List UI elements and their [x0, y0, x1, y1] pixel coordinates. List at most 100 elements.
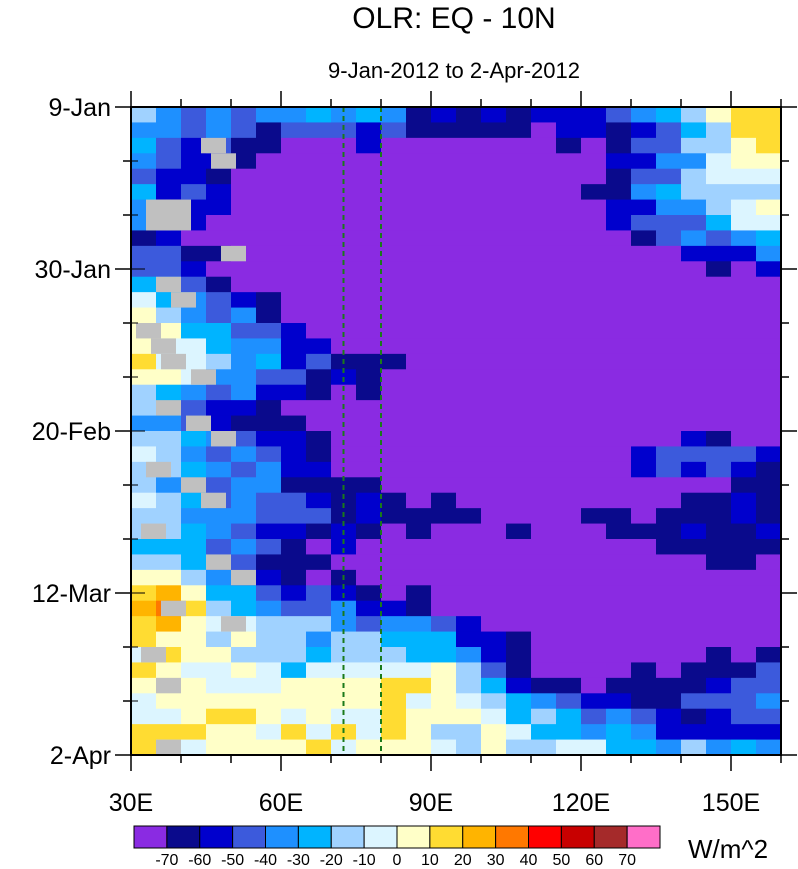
- heatmap-cell: [231, 415, 257, 432]
- heatmap-cell: [181, 539, 207, 556]
- heatmap-cell: [356, 585, 382, 602]
- missing-cell: [171, 292, 196, 308]
- heatmap-cell: [156, 107, 182, 124]
- heatmap-cell: [456, 585, 482, 602]
- reference-lines: [342, 107, 382, 755]
- heatmap-cell: [481, 616, 507, 633]
- heatmap-cell: [731, 245, 757, 262]
- heatmap-cell: [556, 323, 582, 340]
- heatmap-cell: [556, 107, 582, 124]
- heatmap-cell: [506, 554, 532, 571]
- heatmap-cell: [406, 739, 432, 755]
- heatmap-cell: [206, 384, 232, 401]
- heatmap-cell: [481, 739, 507, 755]
- heatmap-cell: [581, 539, 607, 556]
- heatmap-cell: [506, 492, 532, 509]
- heatmap-cell: [406, 431, 432, 448]
- heatmap-cell: [681, 353, 707, 370]
- heatmap-cell: [206, 569, 232, 586]
- colorbar-level-label: -50: [221, 852, 244, 869]
- heatmap-cell: [531, 276, 557, 293]
- heatmap-cell: [506, 400, 532, 417]
- missing-cell: [206, 554, 231, 570]
- heatmap-cell: [556, 446, 582, 463]
- heatmap-cell: [281, 677, 307, 694]
- heatmap-cell: [381, 184, 407, 201]
- heatmap-cell: [181, 554, 207, 571]
- heatmap-cell: [406, 215, 432, 232]
- heatmap-cell: [456, 508, 482, 525]
- heatmap-cell: [431, 492, 457, 509]
- heatmap-cell: [656, 353, 682, 370]
- heatmap-cell: [381, 616, 407, 633]
- heatmap-cell: [381, 384, 407, 401]
- heatmap-cell: [381, 600, 407, 617]
- heatmap-cell: [181, 137, 207, 154]
- heatmap-cell: [231, 662, 257, 679]
- heatmap-cell: [531, 523, 557, 540]
- heatmap-cell: [581, 184, 607, 201]
- heatmap-cell: [506, 137, 532, 154]
- heatmap-cell: [531, 724, 557, 741]
- heatmap-cell: [281, 523, 307, 540]
- heatmap-cell: [306, 616, 332, 633]
- missing-cell: [156, 400, 181, 416]
- heatmap-cell: [356, 369, 382, 386]
- heatmap-cell: [381, 431, 407, 448]
- heatmap-cell: [606, 323, 632, 340]
- heatmap-cell: [656, 168, 682, 185]
- heatmap-cell: [406, 384, 432, 401]
- heatmap-cell: [431, 461, 457, 478]
- heatmap-cell: [731, 739, 757, 755]
- missing-cell: [161, 353, 186, 370]
- heatmap-cell: [606, 431, 632, 448]
- missing-cell: [136, 323, 161, 339]
- heatmap-cell: [381, 261, 407, 278]
- heatmap-cell: [656, 431, 682, 448]
- heatmap-cell: [406, 122, 432, 139]
- heatmap-cell: [681, 539, 707, 556]
- heatmap-cell: [256, 353, 282, 370]
- heatmap-cell: [381, 739, 407, 755]
- heatmap-cell: [631, 739, 657, 755]
- heatmap-cell: [681, 631, 707, 648]
- heatmap-cell: [656, 261, 682, 278]
- heatmap-cell: [306, 739, 332, 755]
- heatmap-cell: [706, 724, 732, 741]
- heatmap-cell: [731, 492, 757, 509]
- heatmap-cell: [131, 446, 157, 463]
- heatmap-cell: [456, 477, 482, 494]
- heatmap-cell: [131, 492, 157, 509]
- heatmap-cell: [356, 693, 382, 710]
- heatmap-cell: [681, 400, 707, 417]
- heatmap-cell: [181, 338, 207, 355]
- heatmap-cell: [231, 739, 257, 755]
- heatmap-cell: [431, 693, 457, 710]
- heatmap-cell: [606, 122, 632, 139]
- heatmap-cell: [281, 693, 307, 710]
- heatmap-cell: [656, 384, 682, 401]
- heatmap-cell: [281, 647, 307, 664]
- heatmap-cell: [356, 523, 382, 540]
- heatmap-cell: [681, 492, 707, 509]
- heatmap-cell: [606, 616, 632, 633]
- heatmap-cell: [631, 230, 657, 247]
- heatmap-cell: [206, 168, 232, 185]
- heatmap-cell: [581, 230, 607, 247]
- heatmap-cell: [731, 724, 757, 741]
- heatmap-cell: [531, 415, 557, 432]
- heatmap-cell: [131, 616, 157, 633]
- colorbar-swatch: [462, 825, 497, 849]
- heatmap-cell: [431, 647, 457, 664]
- heatmap-cell: [556, 307, 582, 324]
- heatmap-cell: [431, 724, 457, 741]
- heatmap-cell: [656, 184, 682, 201]
- heatmap-cell: [581, 415, 607, 432]
- heatmap-cell: [456, 647, 482, 664]
- heatmap-cell: [381, 122, 407, 139]
- heatmap-cell: [256, 662, 282, 679]
- heatmap-cell: [356, 292, 382, 309]
- heatmap-cell: [731, 585, 757, 602]
- heatmap-cell: [556, 122, 582, 139]
- heatmap-cell: [581, 276, 607, 293]
